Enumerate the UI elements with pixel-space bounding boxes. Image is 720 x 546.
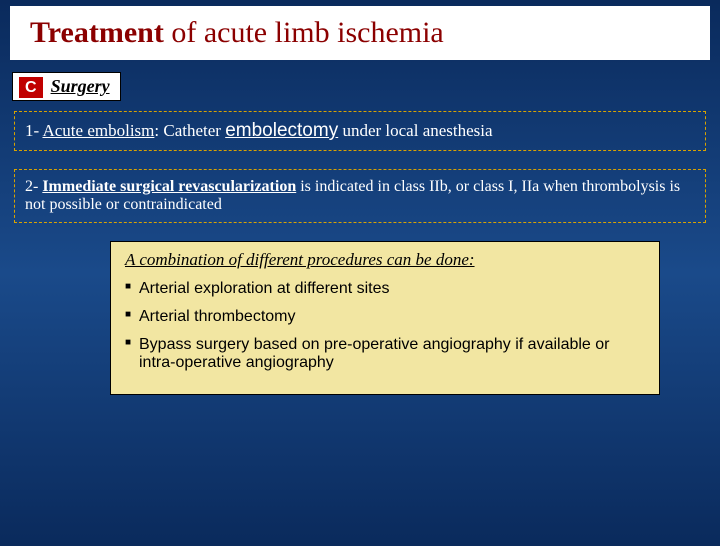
section-label: C Surgery: [12, 72, 121, 101]
procedure-item: Arterial exploration at different sites: [125, 280, 645, 298]
p1-mid: : Catheter: [154, 121, 225, 140]
p2-prefix: 2-: [25, 178, 42, 195]
p1-prefix: 1-: [25, 121, 42, 140]
title-bold: Treatment: [30, 16, 164, 49]
point-2-box: 2- Immediate surgical revascularization …: [14, 169, 706, 223]
p1-emph: embolectomy: [225, 120, 338, 141]
p1-suffix: under local anesthesia: [338, 121, 492, 140]
procedures-heading: A combination of different procedures ca…: [125, 250, 645, 270]
section-name: Surgery: [51, 76, 110, 96]
section-letter: C: [19, 77, 43, 98]
point-1-box: 1- Acute embolism: Catheter embolectomy …: [14, 111, 706, 151]
title-rest: of acute limb ischemia: [164, 16, 444, 49]
procedures-box: A combination of different procedures ca…: [110, 241, 660, 395]
procedure-item: Arterial thrombectomy: [125, 308, 645, 326]
p1-underlined: Acute embolism: [42, 121, 154, 140]
procedure-item: Bypass surgery based on pre-operative an…: [125, 336, 645, 372]
p2-underlined: Immediate surgical revascularization: [42, 178, 296, 195]
title-bar: Treatment of acute limb ischemia: [10, 6, 710, 60]
slide-title: Treatment of acute limb ischemia: [30, 16, 444, 49]
